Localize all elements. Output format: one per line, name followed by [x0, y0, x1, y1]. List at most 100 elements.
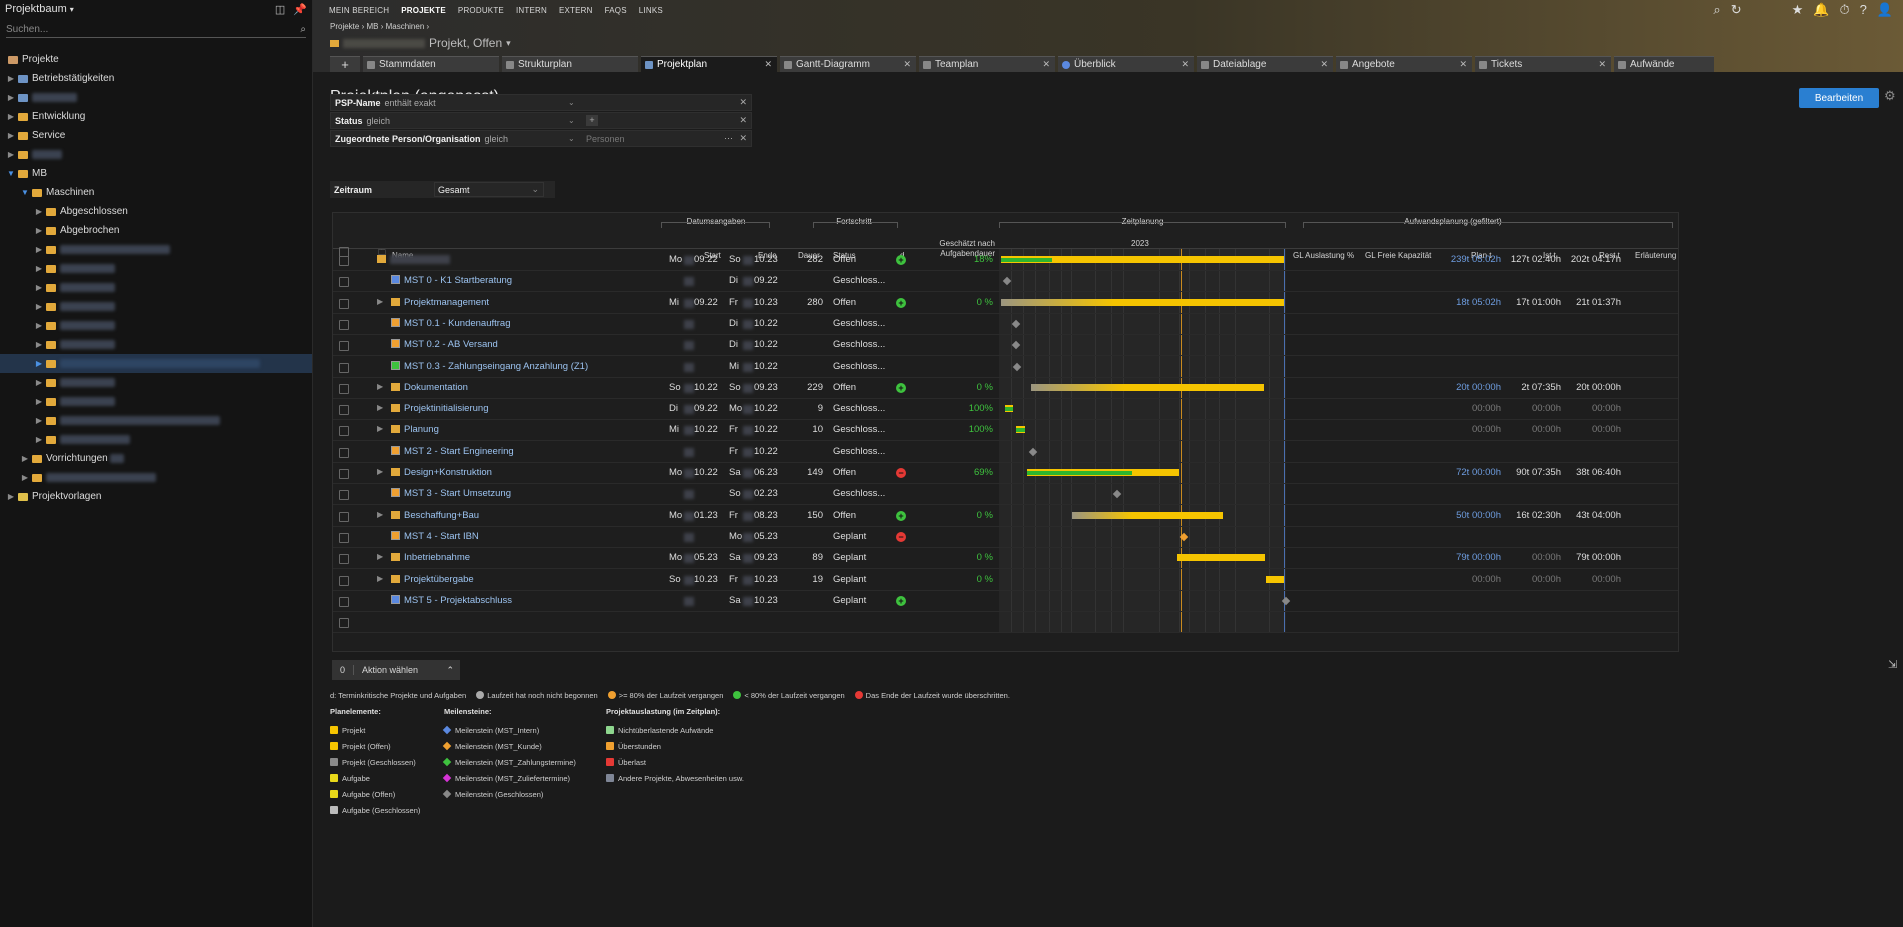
filter-operator[interactable]: enthält exakt: [384, 97, 436, 108]
breadcrumb-item[interactable]: MB: [366, 22, 379, 31]
task-name[interactable]: Planung: [391, 424, 439, 435]
gantt-bar[interactable]: [1001, 298, 1284, 306]
row-checkbox[interactable]: [339, 447, 349, 458]
action-bar[interactable]: 0 Aktion wählen ⌃: [332, 660, 460, 680]
table-row[interactable]: Mo 09.22 So 10.23 282 Offen +18% 239t 05:02h 127…: [333, 250, 1678, 271]
filter-value-input[interactable]: Personen: [586, 133, 625, 144]
collapse-arrow-icon[interactable]: ▼: [21, 188, 29, 197]
filter-psp-name[interactable]: PSP-Name enthält exakt ⌄ ✕: [330, 94, 752, 111]
expand-arrow-icon[interactable]: ▶: [377, 467, 384, 476]
star-icon[interactable]: ★: [1791, 2, 1804, 17]
chevron-up-icon[interactable]: ⌃: [446, 664, 454, 675]
tab-stammdaten[interactable]: Stammdaten: [363, 56, 499, 72]
row-checkbox[interactable]: [339, 319, 349, 330]
tree-node-redacted[interactable]: ▶: [0, 88, 312, 107]
task-name[interactable]: Projektinitialisierung: [391, 403, 488, 414]
chevron-down-icon[interactable]: ⌄: [568, 134, 575, 143]
filter-operator[interactable]: gleich: [484, 133, 509, 144]
expand-arrow-icon[interactable]: ▶: [377, 552, 384, 562]
table-row[interactable]: ▶ Planung Mi 10.22 Fr 10.22 10 Geschloss... 100%…: [333, 420, 1678, 442]
row-checkbox[interactable]: [339, 383, 349, 394]
expand-arrow-icon[interactable]: ▶: [377, 296, 384, 306]
expand-arrow-icon[interactable]: ▶: [7, 93, 15, 102]
col-plan[interactable]: Plan t: [1471, 251, 1492, 260]
filter-person[interactable]: Zugeordnete Person/Organisation gleich ⌄ Pe…: [330, 130, 752, 147]
tree-node-vorrichtungen[interactable]: ▶ Vorrichtungen: [0, 449, 312, 468]
nav-mein-bereich[interactable]: MEIN BEREICH: [329, 6, 390, 15]
tree-node-project[interactable]: ▶: [0, 373, 312, 392]
tab-teamplan[interactable]: Teamplan ✕: [919, 56, 1055, 72]
expand-arrow-icon[interactable]: ▶: [35, 283, 43, 292]
table-row[interactable]: MST 0.2 - AB Versand Di 10.22 Geschloss...: [333, 335, 1678, 357]
row-checkbox[interactable]: [339, 298, 349, 309]
zeitraum-select[interactable]: Gesamt ⌄: [434, 182, 544, 197]
task-name[interactable]: MST 0.2 - AB Versand: [391, 339, 498, 350]
col-ende[interactable]: Ende: [758, 251, 777, 260]
tree-node-betriebstaetigkeiten[interactable]: ▶ Betriebstätigkeiten: [0, 69, 312, 88]
expand-arrow-icon[interactable]: ▶: [35, 397, 43, 406]
collapse-arrow-icon[interactable]: ▼: [7, 169, 15, 178]
sidebar-title[interactable]: Projektbaum: [5, 3, 67, 15]
search-icon[interactable]: ⌕: [300, 24, 306, 35]
project-title[interactable]: Projekt, Offen ▾: [330, 36, 511, 50]
row-checkbox[interactable]: [339, 405, 349, 416]
clear-filter-icon[interactable]: ✕: [739, 97, 747, 107]
row-checkbox[interactable]: [339, 596, 349, 607]
chevron-down-icon[interactable]: ▾: [69, 4, 74, 14]
row-checkbox[interactable]: [339, 277, 349, 288]
task-name[interactable]: MST 2 - Start Engineering: [391, 445, 514, 457]
gantt-bar[interactable]: [1001, 256, 1284, 263]
table-row[interactable]: ▶ Beschaffung+Bau Mo 01.23 Fr 08.23 150 Offen +0…: [333, 506, 1678, 527]
task-name[interactable]: Design+Konstruktion: [391, 467, 492, 478]
gantt-bar[interactable]: [1266, 575, 1284, 583]
chevron-down-icon[interactable]: ⌄: [568, 98, 575, 107]
gantt-bar[interactable]: [1031, 383, 1264, 391]
task-name[interactable]: Projektmanagement: [391, 297, 489, 308]
chevron-down-icon[interactable]: ▾: [506, 37, 511, 48]
row-checkbox[interactable]: [339, 362, 349, 373]
clear-filter-icon[interactable]: ✕: [739, 115, 747, 125]
task-name[interactable]: Projektübergabe: [391, 574, 474, 585]
tab-gantt-diagramm[interactable]: Gantt-Diagramm ✕: [780, 56, 916, 72]
col-rest[interactable]: Rest t: [1599, 251, 1620, 260]
tree-node-maschinen[interactable]: ▼ Maschinen: [0, 183, 312, 202]
filter-value-input[interactable]: +: [583, 114, 733, 127]
tree-node-mb[interactable]: ▼ MB: [0, 164, 312, 183]
expand-arrow-icon[interactable]: ▶: [7, 131, 15, 140]
tree-node-project[interactable]: ▶: [0, 278, 312, 297]
chevron-down-icon[interactable]: ⌄: [568, 116, 575, 125]
col-dauer[interactable]: Dauer: [798, 251, 820, 260]
table-row[interactable]: MST 0.3 - Zahlungseingang Anzahlung (Z1)…: [333, 357, 1678, 378]
tree-node-project[interactable]: ▶: [0, 259, 312, 278]
table-row[interactable]: ▶ Inbetriebnahme Mo 05.23 Sa 09.23 89 Geplant 0 …: [333, 548, 1678, 570]
table-row[interactable]: ▶ Projektmanagement Mi 09.22 Fr 10.23 280 Offen…: [333, 293, 1678, 314]
table-row[interactable]: ▶ Dokumentation So 10.22 So 09.23 229 Offen +0 %…: [333, 378, 1678, 399]
tree-node-service[interactable]: ▶ Service: [0, 126, 312, 145]
expand-arrow-icon[interactable]: ▶: [35, 245, 43, 254]
row-checkbox[interactable]: [339, 575, 349, 586]
tree-node-projektvorlagen[interactable]: ▶ Projektvorlagen: [0, 487, 312, 506]
table-row[interactable]: MST 2 - Start Engineering Fr 10.22 Geschlos…: [333, 442, 1678, 463]
layout-toggle-icon[interactable]: ◫: [274, 3, 286, 16]
tree-node-entwicklung[interactable]: ▶ Entwicklung: [0, 107, 312, 126]
col-status[interactable]: Status: [833, 251, 856, 260]
expand-arrow-icon[interactable]: ▶: [21, 454, 29, 463]
tree-node-project[interactable]: ▶: [0, 297, 312, 316]
expand-arrow-icon[interactable]: ▶: [21, 473, 29, 482]
row-checkbox[interactable]: [339, 341, 349, 352]
task-name[interactable]: MST 0.1 - Kundenauftrag: [391, 317, 511, 329]
tree-node-project[interactable]: ▶: [0, 335, 312, 354]
tab-ueberblick[interactable]: Überblick ✕: [1058, 56, 1194, 72]
tree-node-abgebrochen[interactable]: ▶ Abgebrochen: [0, 221, 312, 240]
gantt-bar[interactable]: [1072, 511, 1223, 519]
task-name[interactable]: [377, 254, 450, 265]
row-checkbox[interactable]: [339, 426, 349, 437]
close-icon[interactable]: ✕: [1181, 59, 1189, 69]
expand-arrow-icon[interactable]: ▶: [35, 207, 43, 216]
filter-value-input[interactable]: [583, 96, 733, 109]
task-name[interactable]: MST 5 - Projektabschluss: [391, 594, 512, 606]
export-icon[interactable]: ⇲: [1888, 659, 1898, 671]
add-value-icon[interactable]: +: [586, 115, 598, 126]
pin-icon[interactable]: 📌: [293, 3, 307, 16]
tab-strukturplan[interactable]: Strukturplan: [502, 56, 638, 72]
